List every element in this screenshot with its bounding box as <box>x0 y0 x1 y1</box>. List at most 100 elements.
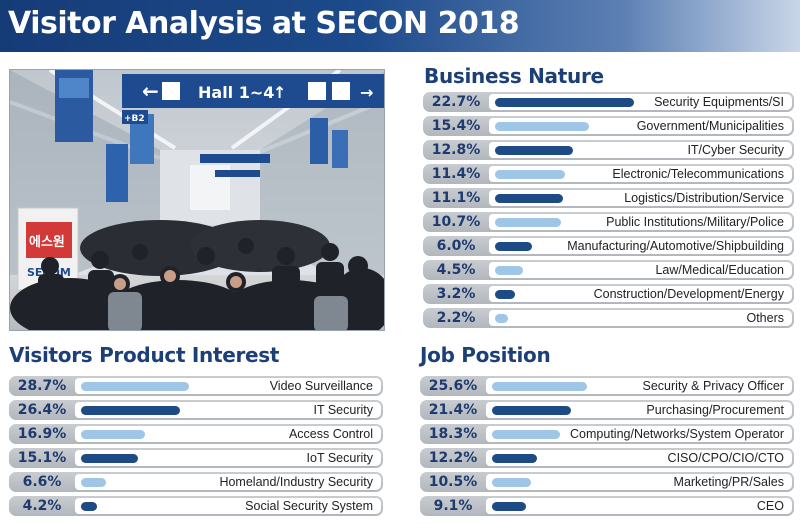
business-nature-value-label: 11.4% <box>431 166 481 182</box>
job-position-value-label: 10.5% <box>428 474 478 490</box>
business-nature-category-label: Government/Municipalities <box>636 119 784 133</box>
hall-sign-text: Hall 1~4 <box>198 83 274 102</box>
business-nature-row: 4.5% Law/Medical/Education <box>423 260 794 280</box>
job-position-bar <box>492 502 526 511</box>
product-interest-value-label: 16.9% <box>17 426 67 442</box>
business-nature-category-label: Law/Medical/Education <box>655 263 784 277</box>
page-header: Visitor Analysis at SECON 2018 <box>0 0 800 52</box>
job-position-value-label: 25.6% <box>428 378 478 394</box>
product-interest-title: Visitors Product Interest <box>9 343 280 367</box>
job-position-value-label: 12.2% <box>428 450 478 466</box>
job-position-value-label: 9.1% <box>433 498 473 514</box>
business-nature-bar <box>495 290 515 299</box>
business-nature-row: 11.4% Electronic/Telecommunications <box>423 164 794 184</box>
svg-text:←: ← <box>142 79 159 103</box>
booth-sign-top: 에스원 <box>29 234 65 250</box>
product-interest-row: 4.2% Social Security System <box>9 496 383 516</box>
product-interest-value-label: 6.6% <box>22 474 62 490</box>
job-position-row: 12.2% CISO/CPO/CIO/CTO <box>420 448 794 468</box>
job-position-category-label: Purchasing/Procurement <box>646 403 784 417</box>
job-position-bar <box>492 454 537 463</box>
business-nature-category-label: IT/Cyber Security <box>687 143 784 157</box>
product-interest-value-label: 15.1% <box>17 450 67 466</box>
business-nature-value-label: 12.8% <box>431 142 481 158</box>
product-interest-value-label: 28.7% <box>17 378 67 394</box>
business-nature-category-label: Logistics/Distribution/Service <box>624 191 784 205</box>
business-nature-row: 11.1% Logistics/Distribution/Service <box>423 188 794 208</box>
job-position-bar-track <box>486 426 792 442</box>
business-nature-value-label: 2.2% <box>436 310 476 326</box>
product-interest-bar-track <box>75 450 381 466</box>
job-position-category-label: CEO <box>756 499 784 513</box>
product-interest-category-label: Homeland/Industry Security <box>219 475 373 489</box>
product-interest-row: 16.9% Access Control <box>9 424 383 444</box>
product-interest-value-label: 4.2% <box>22 498 62 514</box>
business-nature-category-label: Others <box>746 311 784 325</box>
business-nature-value-label: 15.4% <box>431 118 481 134</box>
product-interest-bar <box>81 430 145 439</box>
business-nature-bar <box>495 266 523 275</box>
job-position-bar <box>492 406 571 415</box>
job-position-bar <box>492 382 587 391</box>
business-nature-bar-track <box>489 214 792 230</box>
exhibition-hall-photo: ← Hall 1~4 ↑ → +B2 에스원 SECOM <box>9 69 385 331</box>
product-interest-bar <box>81 454 138 463</box>
business-nature-row: 3.2% Construction/Development/Energy <box>423 284 794 304</box>
job-position-category-label: Security & Privacy Officer <box>642 379 784 393</box>
product-interest-category-label: IT Security <box>313 403 373 417</box>
job-position-bar-track <box>486 474 792 490</box>
job-position-category-label: Computing/Networks/System Operator <box>570 427 784 441</box>
job-position-bar <box>492 430 560 439</box>
business-nature-category-label: Public Institutions/Military/Police <box>606 215 784 229</box>
product-interest-row: 6.6% Homeland/Industry Security <box>9 472 383 492</box>
product-interest-bar-track <box>75 474 381 490</box>
job-position-bar <box>492 478 531 487</box>
business-nature-category-label: Electronic/Telecommunications <box>612 167 784 181</box>
business-nature-bar <box>495 314 508 323</box>
job-position-bar-track <box>486 498 792 514</box>
gate-sign-text: +B2 <box>124 114 145 124</box>
business-nature-bar <box>495 170 565 179</box>
product-interest-bar-track <box>75 426 381 442</box>
product-interest-bar <box>81 478 106 487</box>
product-interest-bar-track <box>75 498 381 514</box>
business-nature-value-label: 6.0% <box>436 238 476 254</box>
product-interest-value-label: 26.4% <box>17 402 67 418</box>
business-nature-bar-track <box>489 262 792 278</box>
job-position-category-label: Marketing/PR/Sales <box>673 475 784 489</box>
business-nature-bar-track <box>489 310 792 326</box>
business-nature-category-label: Construction/Development/Energy <box>593 287 784 301</box>
business-nature-bar <box>495 146 573 155</box>
business-nature-title: Business Nature <box>424 64 604 88</box>
product-interest-category-label: Access Control <box>288 427 373 441</box>
svg-text:↑: ↑ <box>273 83 286 102</box>
product-interest-bar <box>81 502 97 511</box>
business-nature-category-label: Manufacturing/Automotive/Shipbuilding <box>567 239 784 253</box>
business-nature-bar <box>495 194 563 203</box>
business-nature-row: 15.4% Government/Municipalities <box>423 116 794 136</box>
job-position-row: 10.5% Marketing/PR/Sales <box>420 472 794 492</box>
business-nature-row: 2.2% Others <box>423 308 794 328</box>
business-nature-bar-track <box>489 286 792 302</box>
business-nature-bar-track <box>489 190 792 206</box>
product-interest-row: 28.7% Video Surveillance <box>9 376 383 396</box>
job-position-value-label: 18.3% <box>428 426 478 442</box>
business-nature-value-label: 4.5% <box>436 262 476 278</box>
business-nature-row: 22.7% Security Equipments/SI <box>423 92 794 112</box>
product-interest-category-label: Social Security System <box>245 499 373 513</box>
job-position-row: 21.4% Purchasing/Procurement <box>420 400 794 420</box>
business-nature-category-label: Security Equipments/SI <box>654 95 784 109</box>
job-position-row: 18.3% Computing/Networks/System Operator <box>420 424 794 444</box>
product-interest-bar <box>81 382 189 391</box>
business-nature-bar <box>495 218 561 227</box>
business-nature-value-label: 3.2% <box>436 286 476 302</box>
product-interest-row: 26.4% IT Security <box>9 400 383 420</box>
business-nature-value-label: 22.7% <box>431 94 481 110</box>
business-nature-value-label: 10.7% <box>431 214 481 230</box>
business-nature-bar <box>495 242 532 251</box>
product-interest-category-label: Video Surveillance <box>269 379 373 393</box>
job-position-title: Job Position <box>420 343 551 367</box>
business-nature-bar <box>495 122 589 131</box>
business-nature-bar-track <box>489 166 792 182</box>
business-nature-value-label: 11.1% <box>431 190 481 206</box>
